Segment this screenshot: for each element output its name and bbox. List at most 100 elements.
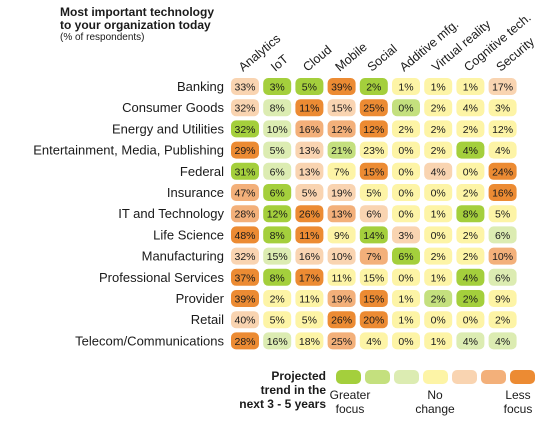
heatmap-cell — [424, 120, 453, 138]
heatmap-cell-value: 4% — [463, 145, 478, 157]
heatmap-cell-value: 8% — [270, 230, 285, 242]
heatmap-cell-value: 10% — [492, 251, 513, 263]
heatmap-cell-value: 26% — [331, 315, 352, 327]
heatmap-cell-value: 4% — [463, 103, 478, 115]
heatmap-cell — [231, 311, 259, 329]
heatmap-cell-value: 28% — [234, 336, 255, 348]
heatmap-cell-value: 15% — [363, 166, 384, 178]
heatmap-cell-value: 16% — [299, 251, 320, 263]
row-label-retail: Retail — [191, 312, 224, 327]
legend-title-line-3: next 3 - 5 years — [239, 397, 326, 411]
heatmap-cell — [424, 184, 453, 201]
heatmap-cell-value: 25% — [331, 336, 352, 348]
heatmap-cell-value: 1% — [431, 336, 446, 348]
heatmap-cell-value: 12% — [363, 124, 384, 136]
heatmap-cell-value: 31% — [234, 166, 255, 178]
legend-title: Projected trend in the next 3 - 5 years — [222, 369, 326, 411]
heatmap-cell — [456, 311, 485, 329]
heatmap-cell — [392, 226, 420, 244]
heatmap-cell — [456, 184, 485, 201]
legend-swatch — [336, 370, 361, 384]
heatmap-cell — [488, 99, 517, 117]
heatmap-cell — [456, 332, 485, 350]
heatmap-cell — [359, 99, 388, 117]
heatmap-cell-value: 6% — [495, 230, 510, 242]
heatmap-cell-value: 26% — [299, 209, 320, 221]
heatmap-cell — [327, 78, 356, 95]
heatmap-cell-value: 16% — [299, 124, 320, 136]
heatmap-cell — [327, 120, 356, 138]
heatmap-cell-value: 4% — [463, 272, 478, 284]
heatmap-cell — [359, 141, 388, 159]
heatmap-cell — [263, 290, 292, 307]
heatmap-cell-value: 40% — [234, 315, 255, 327]
heatmap-cell — [392, 290, 420, 307]
heatmap-cell — [359, 78, 388, 95]
heatmap-cell — [488, 141, 517, 159]
heatmap-cell-value: 12% — [492, 124, 513, 136]
heatmap-cell-value: 15% — [331, 103, 352, 115]
heatmap-cell — [231, 184, 259, 201]
heatmap-cell — [263, 78, 292, 95]
heatmap-cell-value: 8% — [463, 209, 478, 221]
heatmap-cell-value: 15% — [363, 294, 384, 306]
heatmap-cell-value: 15% — [363, 272, 384, 284]
heatmap-cell-value: 47% — [234, 188, 255, 200]
heatmap-cell-value: 0% — [398, 272, 413, 284]
row-label-manufacturing: Manufacturing — [142, 249, 224, 264]
legend-less-focus-label: Less focus — [496, 388, 540, 416]
heatmap-cell — [359, 205, 388, 223]
heatmap-cell — [392, 78, 420, 95]
heatmap-cell — [424, 78, 453, 95]
heatmap-cell — [263, 268, 292, 286]
heatmap-cell — [263, 141, 292, 159]
heatmap-cell — [327, 332, 356, 350]
heatmap-cell — [231, 78, 259, 95]
heatmap-cell — [456, 99, 485, 117]
heatmap-cell — [488, 247, 517, 265]
heatmap-cell-value: 21% — [331, 145, 352, 157]
legend-less-line-2: focus — [503, 402, 533, 416]
heatmap-cell-value: 13% — [299, 166, 320, 178]
heatmap-cell — [295, 120, 324, 138]
legend-no-change-line-1: No — [427, 388, 443, 402]
heatmap-cell — [488, 311, 517, 329]
heatmap-cell — [295, 78, 324, 95]
heatmap-cell — [327, 99, 356, 117]
chart-title-line-2: to your organization today — [60, 18, 211, 32]
heatmap-cell — [392, 120, 420, 138]
heatmap-cell-value: 28% — [234, 209, 255, 221]
heatmap-cell — [263, 332, 292, 350]
heatmap-cell — [392, 184, 420, 201]
heatmap-cell — [456, 205, 485, 223]
heatmap-cell-value: 6% — [270, 188, 285, 200]
legend-title-line-1: Projected — [271, 369, 326, 383]
heatmap-cell-value: 11% — [331, 272, 351, 284]
chart-title-line-1: Most important technology — [60, 5, 214, 19]
heatmap-cell-value: 2% — [431, 145, 446, 157]
heatmap-cell-value: 37% — [234, 272, 255, 284]
heatmap-cell — [392, 162, 420, 180]
heatmap-cell — [424, 99, 453, 117]
heatmap-cell-value: 4% — [366, 336, 381, 348]
legend-greater-line-2: focus — [335, 402, 365, 416]
heatmap-cell-value: 4% — [431, 166, 446, 178]
row-label-telecom-communications: Telecom/Communications — [75, 333, 224, 348]
heatmap-cell — [424, 205, 453, 223]
heatmap-cell — [263, 99, 292, 117]
heatmap-cell-value: 18% — [299, 336, 320, 348]
heatmap-cell — [295, 184, 324, 201]
heatmap-cell-value: 1% — [398, 294, 413, 306]
heatmap-cell — [359, 184, 388, 201]
heatmap-cell — [424, 141, 453, 159]
heatmap-cell-value: 16% — [492, 188, 513, 200]
heatmap-cell — [424, 162, 453, 180]
heatmap-cell — [456, 268, 485, 286]
heatmap-cell — [456, 78, 485, 95]
legend-no-change-label: No change — [410, 388, 460, 416]
heatmap-cell-value: 16% — [267, 336, 288, 348]
heatmap-cell-value: 12% — [331, 124, 352, 136]
legend-swatch — [365, 370, 390, 384]
legend-swatch — [510, 370, 535, 384]
